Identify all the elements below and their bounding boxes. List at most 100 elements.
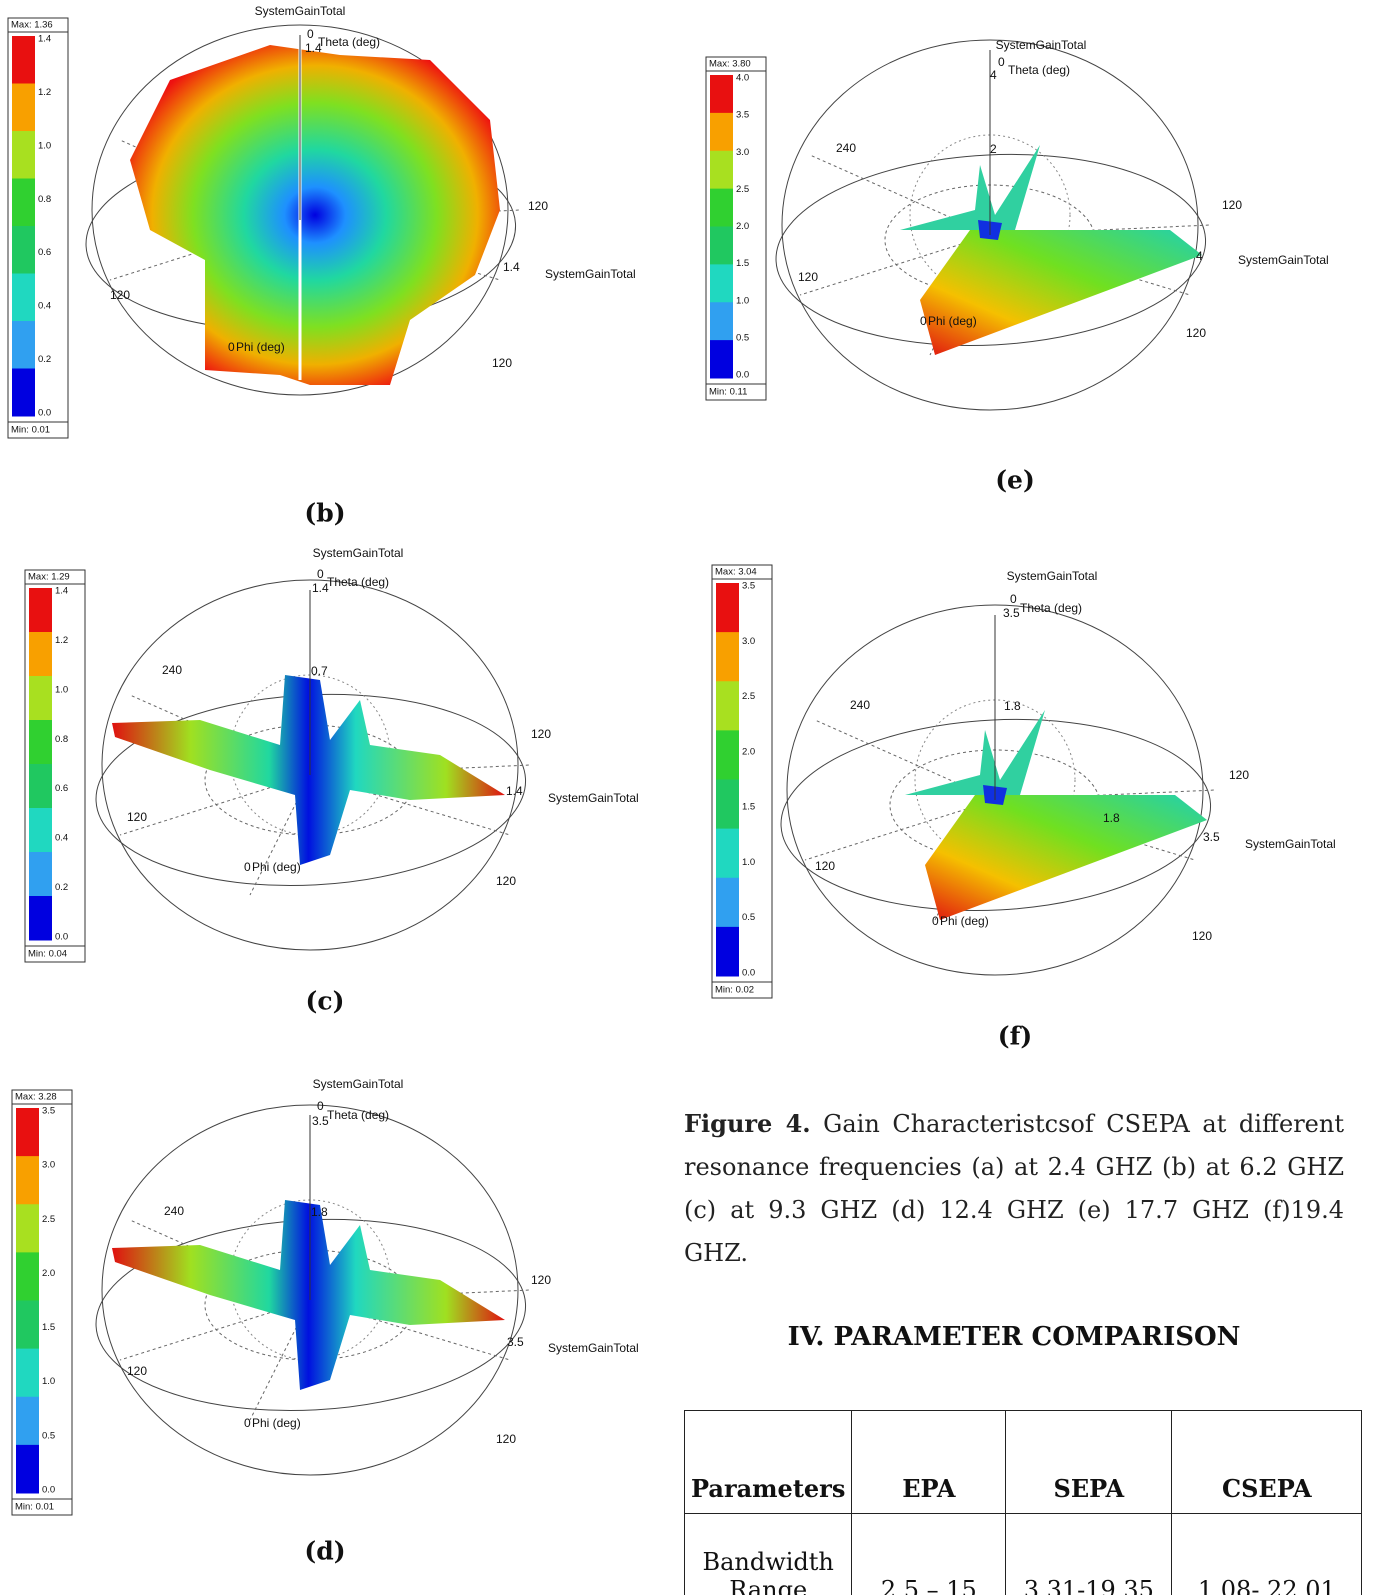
plot-label: Phi (deg) <box>236 340 285 354</box>
gain-pattern <box>920 230 1202 355</box>
plot-label: 3.5 <box>312 1114 329 1128</box>
colorbar-tick-label: 2.0 <box>742 746 755 757</box>
colorbar-band <box>716 780 739 830</box>
colorbar-tick-label: 3.0 <box>42 1160 55 1171</box>
plot-label: 1.4 <box>305 41 322 55</box>
colorbar-tick-label: 1.0 <box>42 1376 55 1387</box>
plot-label: SystemGainTotal <box>1007 569 1098 583</box>
plot-label: 240 <box>850 698 870 712</box>
colorbar-band <box>710 264 733 302</box>
colorbar-band <box>716 829 739 879</box>
panel-label: (f) <box>998 1022 1032 1051</box>
colorbar-band <box>12 179 35 227</box>
header-cell: Parameters <box>685 1411 852 1514</box>
plot-label: 120 <box>496 874 516 888</box>
plot-label: 120 <box>496 1432 516 1446</box>
plot-label: 120 <box>1229 768 1249 782</box>
plot-label: SystemGainTotal <box>545 267 636 281</box>
colorbar-tick-label: 0.2 <box>38 354 51 365</box>
cell: 2.5 – 15 <box>852 1514 1006 1595</box>
panel-label: (e) <box>995 466 1035 495</box>
colorbar-band <box>710 189 733 227</box>
plot-label: SystemGainTotal <box>548 791 639 805</box>
colorbar-band <box>16 1445 39 1494</box>
colorbar-tick-label: 0.4 <box>38 301 51 312</box>
plot-label: 240 <box>836 141 856 155</box>
colorbar-tick-label: 1.0 <box>742 857 755 868</box>
caption-label: Figure 4. <box>684 1109 811 1138</box>
plot-label: 2 <box>990 142 997 156</box>
header-cell: CSEPA <box>1172 1411 1362 1514</box>
caption: Figure 4. Gain Characteristcsof CSEPA at… <box>684 1102 1344 1275</box>
plot-label: 120 <box>1186 326 1206 340</box>
colorbar-band <box>12 274 35 322</box>
colorbar-tick-label: 2.0 <box>736 221 749 232</box>
colorbar-max: Max: 1.36 <box>11 20 53 31</box>
colorbar-tick-label: 0.4 <box>55 833 68 844</box>
colorbar-min: Min: 0.01 <box>11 425 50 436</box>
cell: Bandwidth Range <box>685 1514 852 1595</box>
plot-label: 120 <box>492 356 512 370</box>
plot-label: 0.7 <box>311 664 328 678</box>
plot-label: Theta (deg) <box>1020 601 1082 615</box>
plot-label: 0 <box>307 27 314 41</box>
colorbar-band <box>29 896 52 941</box>
colorbar-band <box>710 113 733 151</box>
plot-label: 240 <box>164 1204 184 1218</box>
colorbar-band <box>16 1349 39 1398</box>
colorbar-tick-label: 0.6 <box>55 783 68 794</box>
plot-label: SystemGainTotal <box>548 1341 639 1355</box>
plot-label: 120 <box>1192 929 1212 943</box>
colorbar-tick-label: 2.5 <box>742 691 755 702</box>
colorbar-band <box>29 676 52 721</box>
plot-label: 3.5 <box>507 1335 524 1349</box>
plot-label: 0 <box>317 567 324 581</box>
colorbar-min: Min: 0.02 <box>715 985 754 996</box>
plot-label: Theta (deg) <box>327 1108 389 1122</box>
colorbar-band <box>12 369 35 417</box>
plot-label: 0 <box>317 1099 324 1113</box>
plot-label: 0 <box>932 914 939 928</box>
plot-label: Theta (deg) <box>1008 63 1070 77</box>
colorbar-band <box>29 852 52 897</box>
colorbar-max: Max: 3.80 <box>709 59 751 70</box>
colorbar-band <box>29 632 52 677</box>
plot-label: Phi (deg) <box>928 314 977 328</box>
plot-label: 120 <box>127 810 147 824</box>
plot-label: SystemGainTotal <box>1238 253 1329 267</box>
colorbar-tick-label: 1.0 <box>55 684 68 695</box>
colorbar-tick-label: 0.8 <box>55 734 68 745</box>
cell: 3.31-19.35 <box>1006 1514 1172 1595</box>
colorbar-tick-label: 3.5 <box>736 110 749 121</box>
plot-label: 120 <box>531 1273 551 1287</box>
plot-label: 4 <box>990 68 997 82</box>
colorbar-tick-label: 0.2 <box>55 882 68 893</box>
plot-label: Theta (deg) <box>318 35 380 49</box>
plot-label: 1.8 <box>1004 699 1021 713</box>
colorbar-band <box>29 720 52 765</box>
colorbar-tick-label: 2.0 <box>42 1268 55 1279</box>
colorbar-band <box>16 1252 39 1301</box>
colorbar-tick-label: 1.5 <box>742 802 755 813</box>
colorbar-band <box>29 808 52 853</box>
plot-label: 0 <box>244 1416 251 1430</box>
colorbar-tick-label: 0.0 <box>736 370 749 381</box>
plot-label: 1.8 <box>311 1205 328 1219</box>
plot-label: 1.8 <box>1103 811 1120 825</box>
plot-label: Theta (deg) <box>327 575 389 589</box>
colorbar-band <box>16 1397 39 1446</box>
colorbar-min: Min: 0.01 <box>15 1502 54 1513</box>
plot-label: SystemGainTotal <box>313 1077 404 1091</box>
panel-label: (b) <box>304 499 345 528</box>
colorbar-band <box>710 227 733 265</box>
colorbar-tick-label: 1.4 <box>38 34 51 45</box>
plot-label: 1.4 <box>312 581 329 595</box>
colorbar-tick-label: 0.5 <box>42 1430 55 1441</box>
gain-pattern <box>112 675 505 865</box>
plot-label: SystemGainTotal <box>313 546 404 560</box>
panel-label: (d) <box>304 1537 345 1566</box>
figure: Max: 1.36Min: 0.011.41.21.00.80.60.40.20… <box>0 0 1380 1595</box>
colorbar-band <box>16 1301 39 1350</box>
